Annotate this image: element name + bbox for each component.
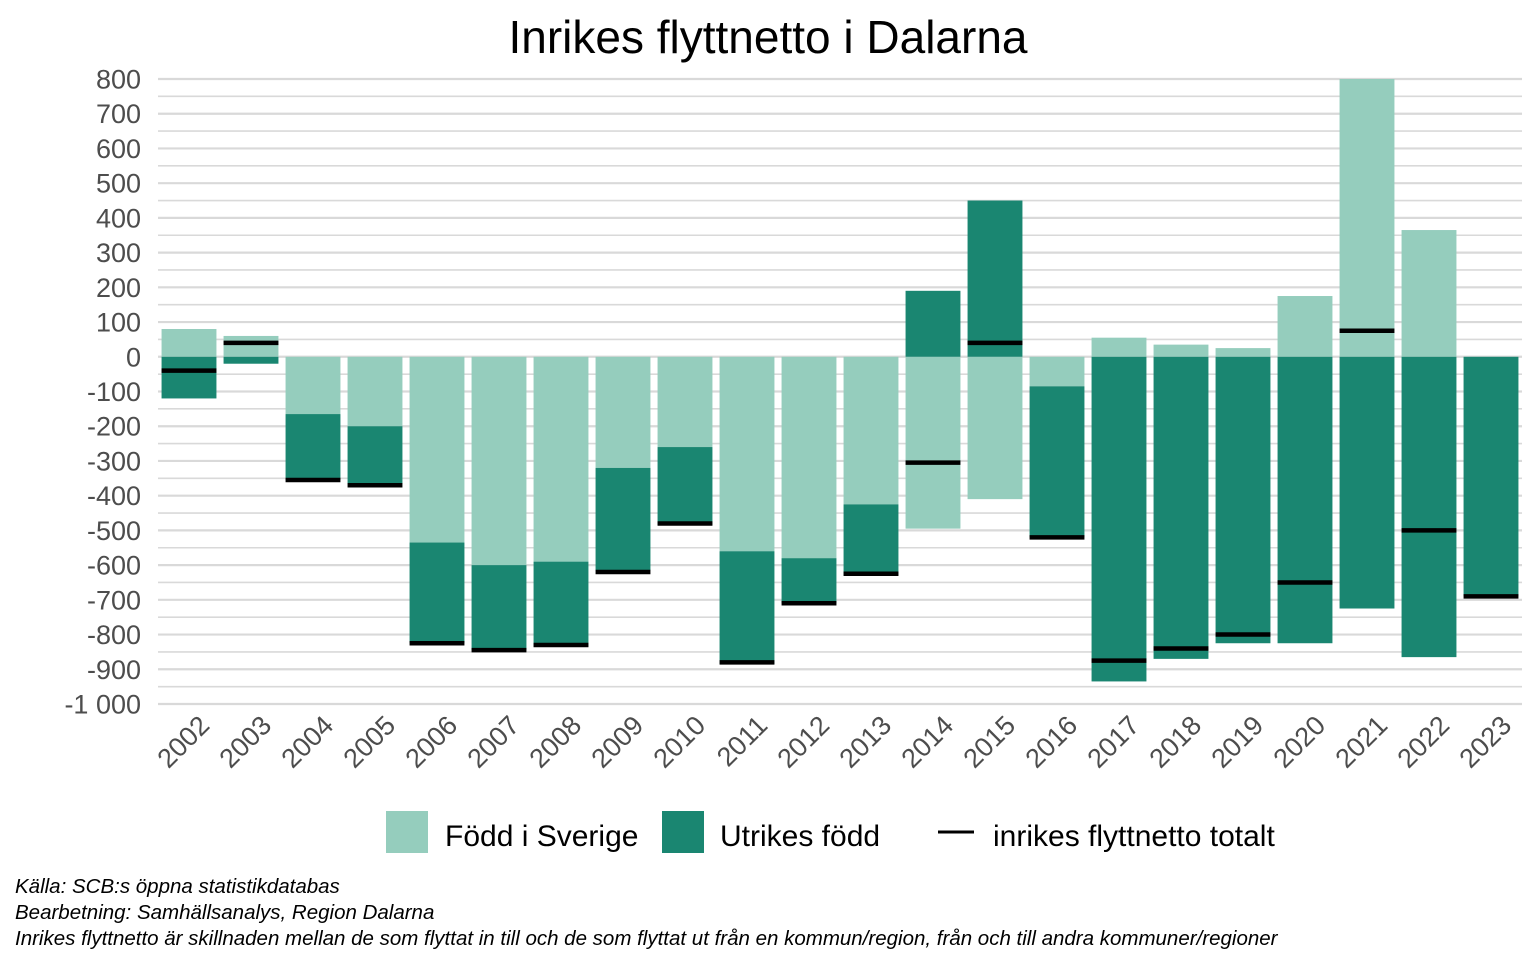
legend-swatch-fodd-i-sverige: [386, 811, 428, 853]
bar-2003-fodd-i-sverige: [223, 335, 279, 357]
bar-2015-fodd-i-sverige: [967, 356, 1023, 500]
x-tick-label: 2006: [400, 710, 464, 774]
bar-2015-utrikes-fodd: [967, 200, 1023, 357]
y-tick-label: -900: [87, 655, 141, 685]
x-tick-label: 2021: [1330, 710, 1394, 774]
y-tick-label: 500: [96, 169, 141, 199]
bar-2016-fodd-i-sverige: [1029, 356, 1085, 387]
x-tick-label: 2018: [1144, 710, 1208, 774]
bar-2017-fodd-i-sverige: [1091, 337, 1147, 357]
bar-2004-fodd-i-sverige: [285, 356, 341, 415]
y-tick-label: -600: [87, 551, 141, 581]
bar-2022-fodd-i-sverige: [1401, 230, 1457, 357]
x-tick-label: 2007: [462, 710, 526, 774]
y-tick-label: 0: [126, 342, 141, 372]
bar-2017-utrikes-fodd: [1091, 356, 1147, 682]
x-tick-label: 2003: [214, 710, 278, 774]
y-axis-ticks: 800 700 600 500 400 300 200 100 0 -100 -200 -300 -40…: [64, 65, 141, 720]
legend: Född i Sverige Utrikes född inrikes flyt…: [386, 811, 1275, 853]
bar-2002-fodd-i-sverige: [161, 329, 217, 357]
x-tick-label: 2020: [1268, 710, 1332, 774]
bar-2005-fodd-i-sverige: [347, 356, 403, 427]
bar-2023-utrikes-fodd: [1463, 356, 1519, 597]
y-tick-label: 700: [96, 99, 141, 129]
caption-source: Källa: SCB:s öppna statistikdatabas: [15, 875, 340, 898]
legend-label-utrikes-fodd: Utrikes född: [720, 820, 880, 853]
bar-2020-utrikes-fodd: [1277, 356, 1333, 644]
x-tick-label: 2005: [338, 710, 402, 774]
x-tick-label: 2009: [586, 710, 650, 774]
x-tick-label: 2017: [1082, 710, 1146, 774]
caption-definition: Inrikes flyttnetto är skillnaden mellan …: [15, 927, 1278, 950]
bar-2021-fodd-i-sverige: [1339, 79, 1395, 357]
x-tick-label: 2023: [1454, 710, 1518, 774]
y-tick-label: -400: [87, 481, 141, 511]
bar-2006-utrikes-fodd: [409, 542, 465, 644]
bar-2011-utrikes-fodd: [719, 551, 775, 665]
total-markers: [161, 328, 1519, 665]
bar-2009-fodd-i-sverige: [595, 356, 651, 468]
y-tick-label: -100: [87, 377, 141, 407]
y-tick-label: -1 000: [64, 690, 141, 720]
x-tick-label: 2013: [834, 710, 898, 774]
bar-2012-fodd-i-sverige: [781, 356, 837, 559]
bar-2008-fodd-i-sverige: [533, 356, 589, 562]
bar-2005-utrikes-fodd: [347, 426, 403, 484]
y-tick-label: 100: [96, 308, 141, 338]
chart-title: Inrikes flyttnetto i Dalarna: [508, 11, 1027, 63]
bar-2016-utrikes-fodd: [1029, 386, 1085, 538]
x-tick-label: 2002: [152, 710, 216, 774]
x-tick-label: 2012: [772, 710, 836, 774]
bar-2012-utrikes-fodd: [781, 558, 837, 604]
bar-2010-fodd-i-sverige: [657, 356, 713, 448]
bar-2007-utrikes-fodd: [471, 565, 527, 651]
bar-2011-fodd-i-sverige: [719, 356, 775, 552]
y-tick-label: -300: [87, 446, 141, 476]
legend-label-fodd-i-sverige: Född i Sverige: [445, 820, 638, 853]
y-tick-label: -200: [87, 412, 141, 442]
bar-2021-utrikes-fodd: [1339, 356, 1395, 609]
legend-label-inrikes-flyttnetto-totalt: inrikes flyttnetto totalt: [993, 820, 1275, 853]
bar-2014-utrikes-fodd: [905, 290, 961, 357]
y-tick-label: -800: [87, 620, 141, 650]
y-tick-label: -700: [87, 585, 141, 615]
bar-2004-utrikes-fodd: [285, 414, 341, 481]
caption-processing: Bearbetning: Samhällsanalys, Region Dala…: [15, 901, 435, 924]
bar-2007-fodd-i-sverige: [471, 356, 527, 566]
bar-2022-utrikes-fodd: [1401, 356, 1457, 658]
y-tick-label: 400: [96, 203, 141, 233]
bar-2006-fodd-i-sverige: [409, 356, 465, 543]
bar-2009-utrikes-fodd: [595, 467, 651, 571]
bar-2008-utrikes-fodd: [533, 561, 589, 647]
bar-2010-utrikes-fodd: [657, 447, 713, 526]
bar-2020-fodd-i-sverige: [1277, 296, 1333, 357]
bar-2018-utrikes-fodd: [1153, 356, 1209, 659]
legend-swatch-utrikes-fodd: [662, 811, 704, 853]
y-tick-label: 300: [96, 238, 141, 268]
bar-2013-utrikes-fodd: [843, 504, 899, 576]
x-tick-label: 2008: [524, 710, 588, 774]
y-tick-label: 200: [96, 273, 141, 303]
x-tick-label: 2004: [276, 710, 340, 774]
bar-2019-utrikes-fodd: [1215, 356, 1271, 644]
x-tick-label: 2010: [648, 710, 712, 774]
x-tick-label: 2014: [896, 710, 960, 774]
bar-2014-fodd-i-sverige: [905, 356, 961, 529]
bar-2013-fodd-i-sverige: [843, 356, 899, 505]
y-tick-label: 600: [96, 134, 141, 164]
x-tick-label: 2019: [1206, 710, 1270, 774]
y-tick-label: -500: [87, 516, 141, 546]
x-tick-label: 2011: [711, 710, 773, 772]
bar-2002-utrikes-fodd: [161, 356, 217, 399]
x-tick-label: 2016: [1020, 710, 1084, 774]
bar-2018-fodd-i-sverige: [1153, 344, 1209, 357]
bars: [161, 79, 1519, 682]
chart: Inrikes flyttnetto i Dalarna 800 700 600 50…: [64, 11, 1522, 853]
bar-2003-utrikes-fodd: [223, 356, 279, 364]
bar-2019-fodd-i-sverige: [1215, 348, 1271, 357]
y-tick-label: 800: [96, 65, 141, 95]
x-tick-label: 2022: [1392, 710, 1456, 774]
x-tick-label: 2015: [958, 710, 1022, 774]
